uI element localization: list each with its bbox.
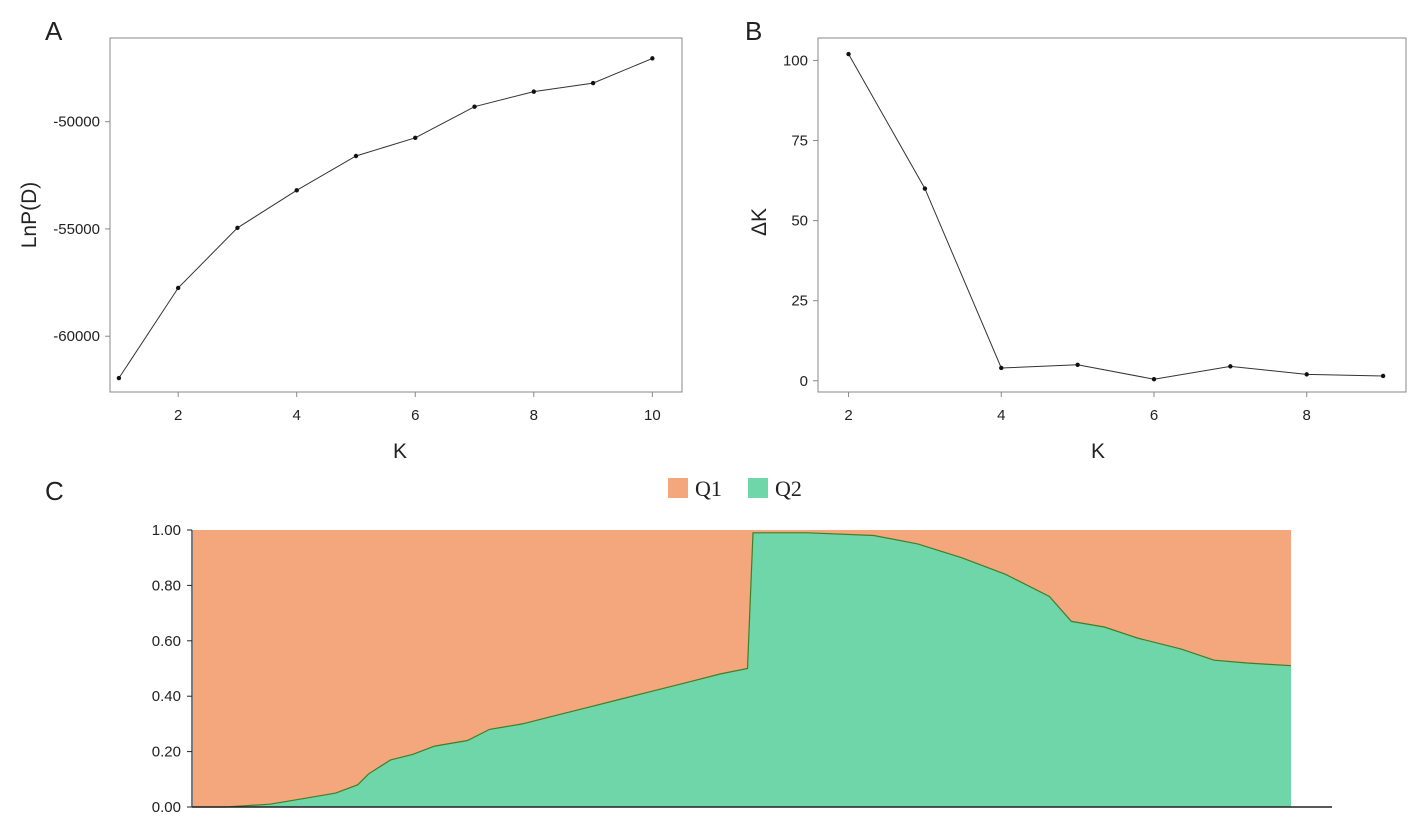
panel-c-stacked-area-chart: C Q1 Q2 0.00 0.20 0.40 0.60 0.80 1.00 bbox=[45, 476, 1332, 816]
panel-c-y-tick-label: 0.80 bbox=[152, 577, 181, 594]
panel-a-x-tick-label: 8 bbox=[530, 407, 538, 424]
panel-b-label: B bbox=[745, 16, 762, 46]
panel-a-data-point bbox=[353, 153, 359, 159]
panel-b-x-tick-label: 6 bbox=[1150, 407, 1158, 424]
panel-a-data-point bbox=[413, 135, 418, 140]
legend-label-q2: Q2 bbox=[775, 476, 802, 501]
panel-c-y-tick-label: 0.20 bbox=[152, 744, 181, 761]
panel-b-y-axis-label: ΔK bbox=[748, 208, 771, 236]
legend-swatch-q2 bbox=[748, 478, 768, 498]
panel-c-label: C bbox=[45, 476, 64, 506]
panel-b-y-tick-label: 50 bbox=[791, 213, 808, 230]
panel-b-data-point bbox=[1151, 376, 1157, 382]
panel-b-data-point bbox=[922, 186, 928, 191]
panel-a-data-point bbox=[175, 285, 181, 291]
panel-b-y-tick-label: 75 bbox=[791, 133, 808, 150]
panel-c-y-tick-label: 1.00 bbox=[152, 522, 181, 539]
panel-a-data-point bbox=[590, 80, 596, 86]
panel-a-y-tick-label: -50000 bbox=[53, 114, 100, 131]
panel-b-y-tick-label: 25 bbox=[791, 293, 808, 310]
panel-a-data-point bbox=[472, 104, 477, 109]
panel-b-data-point bbox=[846, 51, 851, 57]
panel-b-data-point bbox=[1304, 372, 1309, 377]
panel-b-x-axis-label: K bbox=[1091, 440, 1105, 463]
panel-b-series-line bbox=[848, 53, 1384, 380]
panel-b-x-tick-label: 8 bbox=[1303, 407, 1311, 424]
panel-b-x-tick-label: 2 bbox=[844, 407, 852, 424]
panel-a-y-axis-label: LnP(D) bbox=[18, 182, 41, 249]
panel-b-data-point bbox=[999, 365, 1004, 371]
panel-a-data-point bbox=[116, 375, 122, 381]
panel-a-series-line bbox=[118, 57, 653, 379]
panel-a-data-point bbox=[650, 56, 655, 61]
panel-b-data-point bbox=[1380, 373, 1386, 379]
panel-b-line-chart: B ΔK K 2 4 6 8 0 25 50 75 100 bbox=[745, 16, 1407, 463]
panel-b-data-point bbox=[1228, 364, 1233, 369]
panel-c-y-tick-label: 0.60 bbox=[152, 633, 181, 650]
panel-c-y-tick-label: 0.00 bbox=[152, 799, 181, 816]
panel-a-label: A bbox=[45, 16, 63, 46]
panel-b-plot-frame bbox=[817, 37, 1407, 393]
panel-a-x-tick-label: 2 bbox=[174, 407, 182, 424]
panel-a-y-tick-label: -55000 bbox=[53, 221, 100, 238]
panel-a-y-tick-label: -60000 bbox=[53, 328, 100, 345]
panel-a-plot-frame bbox=[109, 37, 683, 393]
panel-c-y-tick-label: 0.40 bbox=[152, 688, 181, 705]
panel-a-data-point bbox=[294, 188, 299, 193]
panel-a-x-tick-label: 4 bbox=[293, 407, 301, 424]
legend-label-q1: Q1 bbox=[695, 476, 722, 501]
panel-a-data-point bbox=[235, 225, 240, 231]
area-boundary-line bbox=[193, 532, 1292, 808]
panel-a-x-tick-label: 6 bbox=[411, 407, 419, 424]
panel-a-data-point bbox=[531, 89, 537, 94]
panel-b-data-point bbox=[1075, 362, 1080, 367]
panel-c-legend: Q1 Q2 bbox=[668, 476, 802, 501]
legend-swatch-q1 bbox=[668, 478, 688, 498]
panel-a-line-chart: A LnP(D) K 2 4 6 8 10 -60000 -55000 -50000 bbox=[18, 16, 683, 463]
panel-a-x-axis-label: K bbox=[393, 440, 407, 463]
panel-b-x-tick-label: 4 bbox=[997, 407, 1005, 424]
panel-b-y-tick-label: 100 bbox=[783, 52, 808, 69]
panel-a-x-tick-label: 10 bbox=[644, 407, 661, 424]
panel-b-y-tick-label: 0 bbox=[800, 373, 808, 390]
